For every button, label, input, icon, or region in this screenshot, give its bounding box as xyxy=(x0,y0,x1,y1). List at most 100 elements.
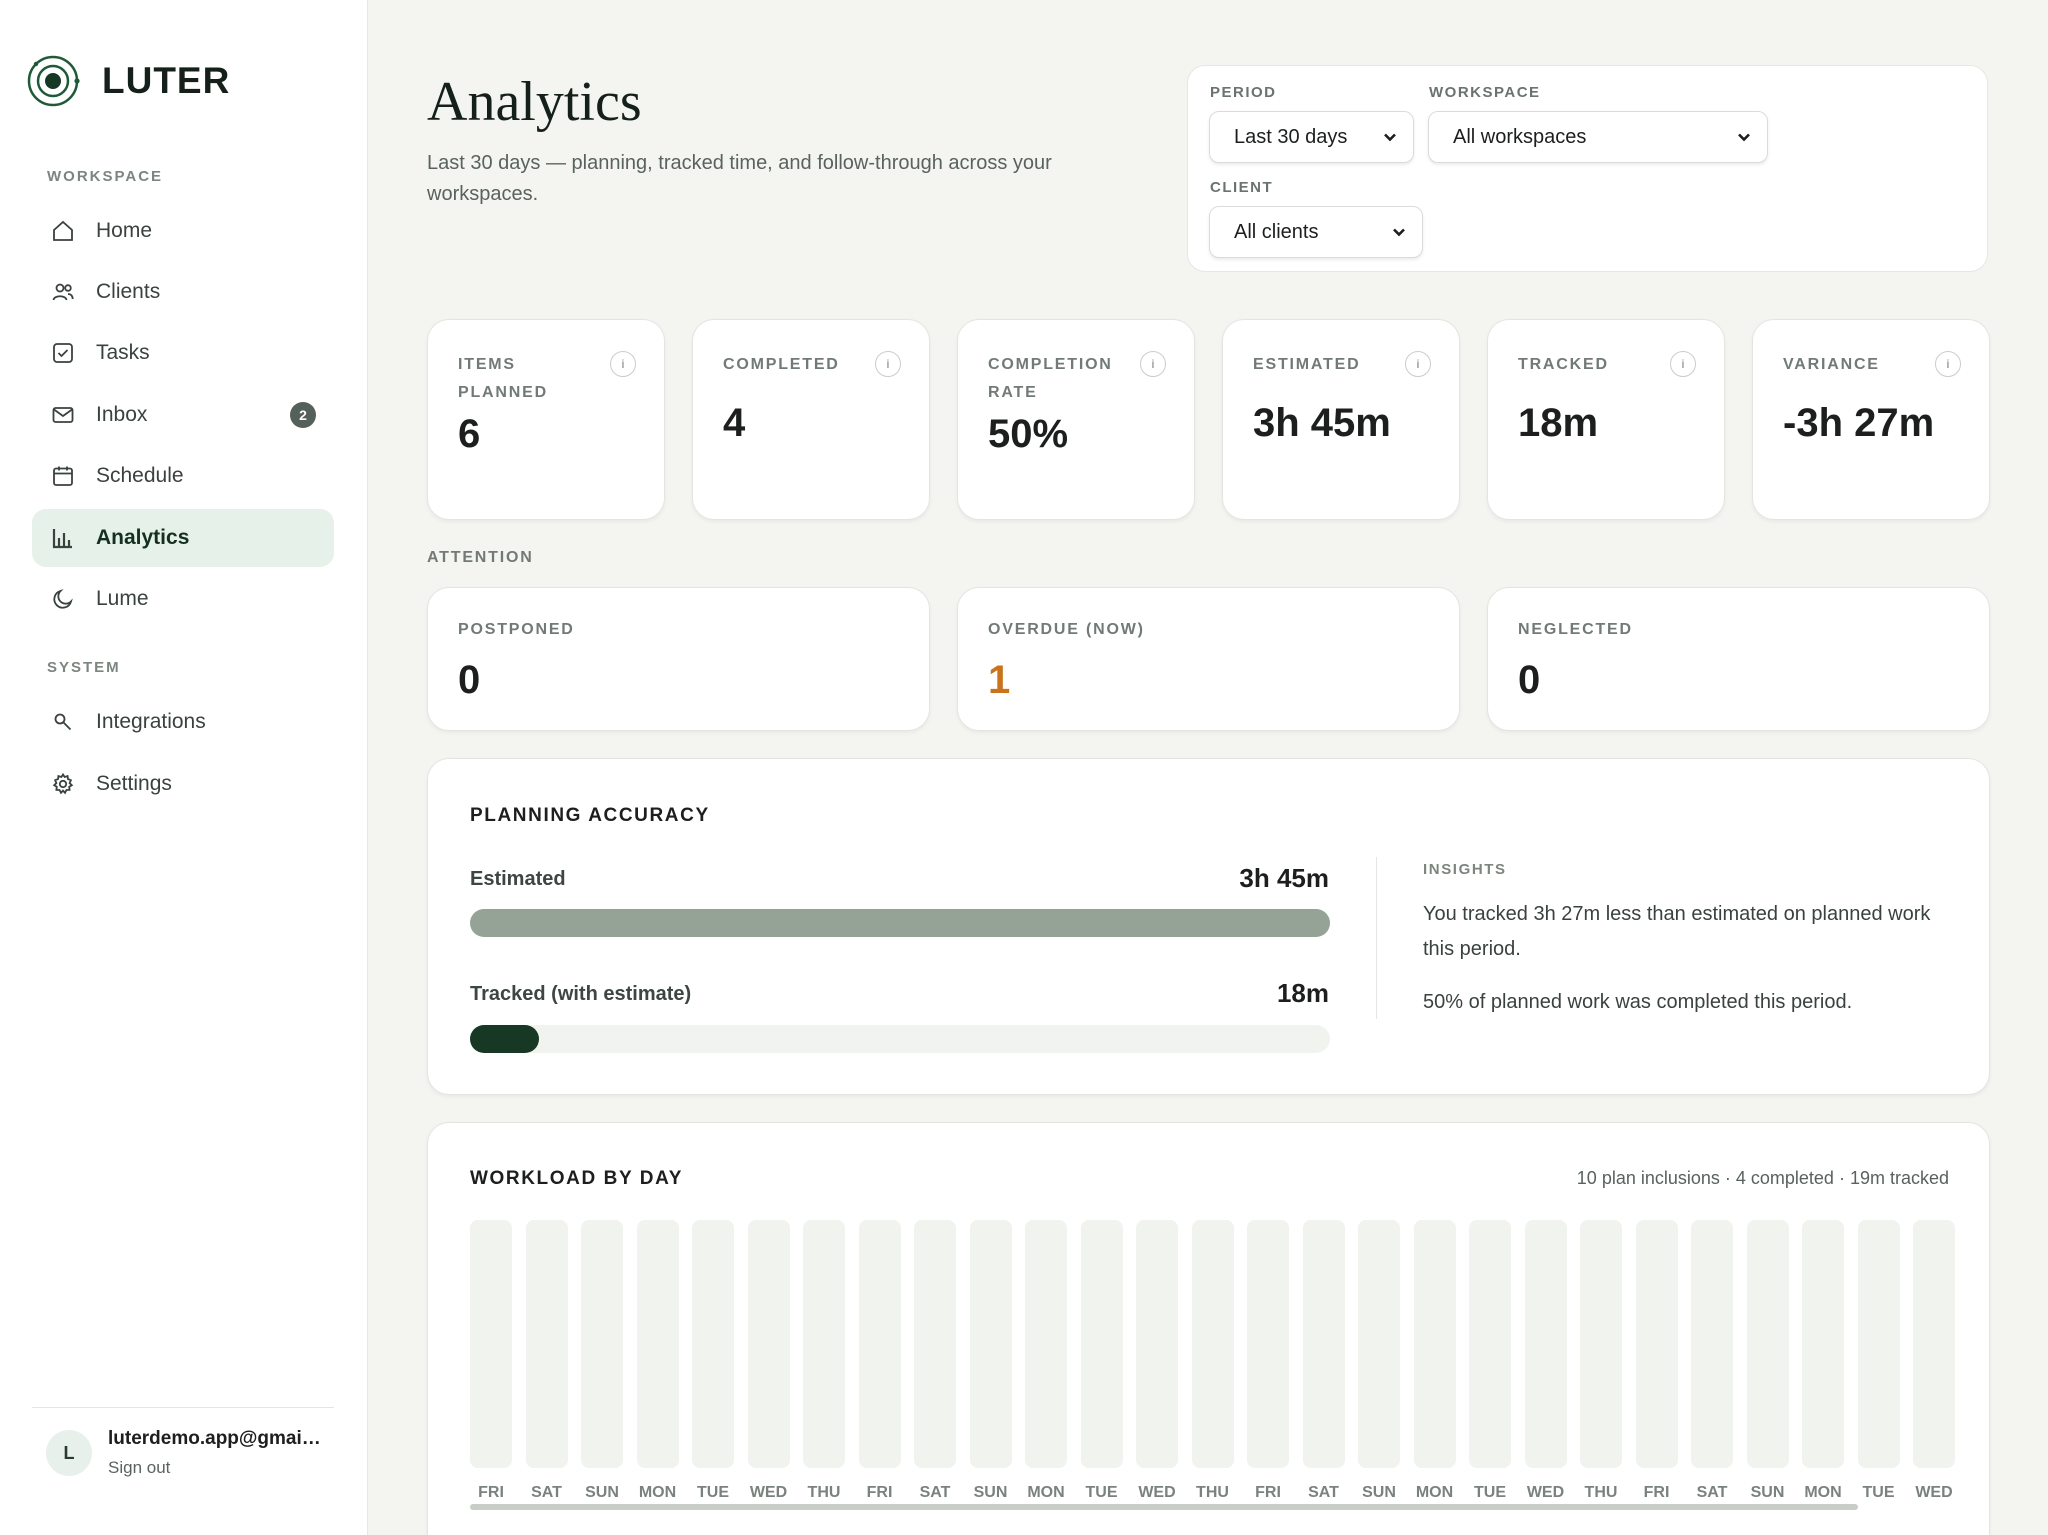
workspace-label: WORKSPACE xyxy=(1429,84,1541,101)
info-icon[interactable]: i xyxy=(1670,351,1696,377)
day-column[interactable]: MON xyxy=(1413,1220,1456,1502)
horizontal-scrollbar[interactable] xyxy=(470,1504,1858,1510)
sidebar-item-tasks[interactable]: Tasks xyxy=(32,324,334,382)
section-label-system: SYSTEM xyxy=(47,659,121,676)
day-column[interactable]: WED xyxy=(1136,1220,1178,1502)
sidebar: LUTER WORKSPACE Home Clients Tasks Inbox… xyxy=(0,0,368,1535)
sidebar-item-home[interactable]: Home xyxy=(32,202,334,260)
stat-value: 50% xyxy=(988,412,1069,456)
day-bar xyxy=(1691,1220,1733,1468)
day-label: SUN xyxy=(1362,1484,1396,1501)
day-bar xyxy=(1080,1220,1123,1468)
day-label: FRI xyxy=(1255,1484,1281,1501)
day-column[interactable]: THU xyxy=(803,1220,845,1502)
client-select[interactable]: All clients xyxy=(1209,206,1423,258)
estimated-value: 3h 45m xyxy=(1239,863,1329,893)
day-column[interactable]: SUN xyxy=(969,1220,1012,1502)
day-bar xyxy=(1302,1220,1345,1468)
day-bar xyxy=(1746,1220,1789,1468)
day-column[interactable]: FRI xyxy=(1247,1220,1289,1502)
workload-day-bars[interactable]: FRI SAT SUN MON TUE WED THU FRI SAT SUN MON TUE WED T… xyxy=(470,1220,1958,1520)
attention-item-label: NEGLECTED xyxy=(1518,621,1633,638)
day-column[interactable]: MON xyxy=(1802,1220,1844,1502)
stat-label: ESTIMATED xyxy=(1253,356,1361,373)
user-email: luterdemo.app@gmail.com xyxy=(108,1428,324,1449)
key-icon xyxy=(50,709,76,735)
sidebar-item-clients[interactable]: Clients xyxy=(32,263,334,321)
day-column[interactable]: SAT xyxy=(1691,1220,1733,1502)
day-column[interactable]: MON xyxy=(636,1220,679,1502)
day-column[interactable]: TUE xyxy=(692,1220,734,1502)
day-label: WED xyxy=(1526,1484,1565,1501)
workload-panel: WORKLOAD BY DAY 10 plan inclusions · 4 c… xyxy=(427,1122,1990,1535)
page-title: Analytics xyxy=(427,71,642,133)
sign-out-link[interactable]: Sign out xyxy=(108,1458,171,1477)
info-icon[interactable]: i xyxy=(1405,351,1431,377)
day-column[interactable]: WED xyxy=(1913,1220,1955,1502)
users-icon xyxy=(50,279,76,305)
sidebar-item-inbox[interactable]: Inbox 2 xyxy=(32,386,334,444)
sidebar-item-schedule[interactable]: Schedule xyxy=(32,447,334,505)
stat-card-tracked: TRACKED i 18m xyxy=(1487,319,1725,520)
gear-icon xyxy=(50,771,76,797)
day-column[interactable]: MON xyxy=(1025,1220,1067,1502)
info-icon[interactable]: i xyxy=(1140,351,1166,377)
day-bar xyxy=(1580,1220,1622,1468)
sidebar-item-label: Inbox xyxy=(96,403,148,426)
brand[interactable]: LUTER xyxy=(24,52,230,110)
tracked-value: 18m xyxy=(1276,978,1329,1008)
workload-title: WORKLOAD BY DAY xyxy=(470,1168,683,1189)
day-column[interactable]: SUN xyxy=(1746,1220,1789,1502)
tracked-bar-fill xyxy=(470,1025,539,1053)
tracked-label: Tracked (with estimate) xyxy=(470,983,692,1005)
day-column[interactable]: WED xyxy=(1524,1220,1567,1502)
user-divider xyxy=(32,1407,334,1408)
sidebar-item-settings[interactable]: Settings xyxy=(32,755,334,813)
stat-label: TRACKED xyxy=(1518,356,1609,373)
day-column[interactable]: SAT xyxy=(914,1220,956,1502)
moon-icon xyxy=(50,586,76,612)
day-column[interactable]: FRI xyxy=(858,1220,901,1502)
day-bar xyxy=(1413,1220,1456,1468)
day-column[interactable]: THU xyxy=(1191,1220,1234,1502)
day-column[interactable]: THU xyxy=(1580,1220,1622,1502)
day-bar xyxy=(1524,1220,1567,1468)
workload-summary: 10 plan inclusions · 4 completed · 19m t… xyxy=(1576,1168,1949,1188)
day-label: TUE xyxy=(1085,1484,1118,1501)
sidebar-item-integrations[interactable]: Integrations xyxy=(32,693,334,751)
info-icon[interactable]: i xyxy=(610,351,636,377)
day-label: SUN xyxy=(1750,1484,1785,1501)
day-column[interactable]: WED xyxy=(747,1220,790,1502)
sidebar-item-lume[interactable]: Lume xyxy=(32,570,334,628)
attention-label: ATTENTION xyxy=(427,549,534,566)
stat-label: COMPLETION RATE xyxy=(988,356,1113,401)
day-column[interactable]: SUN xyxy=(581,1220,623,1502)
day-bar xyxy=(470,1220,512,1468)
day-column[interactable]: TUE xyxy=(1857,1220,1900,1502)
day-label: TUE xyxy=(697,1484,729,1501)
attention-item-value: 1 xyxy=(988,658,1011,702)
day-column[interactable]: TUE xyxy=(1080,1220,1123,1502)
stat-card-completion-rate: COMPLETION RATE i 50% xyxy=(957,319,1195,520)
estimated-label: Estimated xyxy=(470,868,566,890)
day-column[interactable]: FRI xyxy=(470,1220,512,1502)
chevron-down-icon xyxy=(1381,128,1399,146)
avatar[interactable]: L xyxy=(46,1430,92,1476)
day-column[interactable]: SUN xyxy=(1358,1220,1400,1502)
day-label: SAT xyxy=(1696,1484,1728,1501)
workspace-select[interactable]: All workspaces xyxy=(1428,111,1768,163)
period-select[interactable]: Last 30 days xyxy=(1209,111,1414,163)
day-column[interactable]: SAT xyxy=(525,1220,568,1502)
day-bar xyxy=(858,1220,901,1468)
day-column[interactable]: FRI xyxy=(1635,1220,1678,1502)
attention-item-label: POSTPONED xyxy=(458,621,575,638)
day-column[interactable]: SAT xyxy=(1302,1220,1345,1502)
sidebar-item-label: Integrations xyxy=(96,710,206,733)
sidebar-item-label: Lume xyxy=(96,587,149,610)
day-label: WED xyxy=(1138,1484,1176,1501)
info-icon[interactable]: i xyxy=(875,351,901,377)
day-label: WED xyxy=(1915,1484,1953,1501)
info-icon[interactable]: i xyxy=(1935,351,1961,377)
sidebar-item-analytics[interactable]: Analytics xyxy=(32,509,334,567)
day-column[interactable]: TUE xyxy=(1469,1220,1511,1502)
